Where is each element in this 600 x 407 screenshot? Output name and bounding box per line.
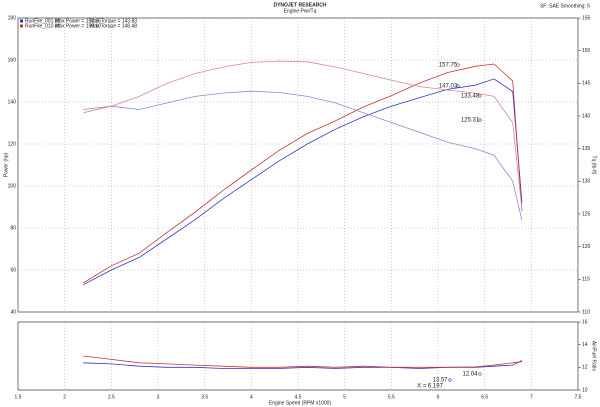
x-axis-label: Engine Speed (RPM x1000): [269, 400, 332, 406]
x-tick-label: 6.5: [481, 394, 488, 400]
annotation-dot: [456, 63, 460, 67]
y2-tick-label: 140: [582, 113, 591, 119]
series-line: [83, 355, 523, 368]
y-tick-label: 60: [10, 267, 16, 273]
subtitle: Engine Pwr/Tq: [284, 8, 317, 14]
annotation: X = 6.197: [417, 384, 444, 390]
x-tick-label: 3: [157, 394, 160, 400]
series-line: [83, 90, 523, 221]
title: DYNOJET RESEARCH: [273, 2, 326, 8]
annotation: 12.04: [462, 372, 478, 378]
legend-power: Max Power = 158.10: [55, 23, 101, 29]
x-tick-label: 5.5: [388, 394, 395, 400]
annotation: 157.75: [439, 63, 458, 69]
y-tick-label: 120: [8, 141, 17, 147]
x-tick-label: 4: [250, 394, 253, 400]
annotation: 125.31: [461, 118, 480, 124]
y2-tick-label: 145: [582, 81, 591, 87]
y-tick-label: 16: [582, 319, 588, 325]
y2-tick-label: 130: [582, 179, 591, 185]
annotation-dot: [478, 372, 482, 376]
y2-tick-label: 120: [582, 244, 591, 250]
y2-axis-label: Tq (lb-ft): [591, 156, 597, 175]
x-tick-label: 5: [343, 394, 346, 400]
annotation: 147.03: [439, 84, 458, 90]
legend-torque: Max Torque = 148.48: [90, 23, 137, 29]
annotation-dot: [456, 84, 460, 88]
y-axis-label: Air/Fuel Ratio: [591, 341, 597, 372]
series-line: [83, 360, 523, 369]
y-tick-label: 10: [582, 387, 588, 393]
y-tick-label: 12: [582, 365, 588, 371]
x-tick-label: 2: [63, 394, 66, 400]
y2-tick-label: 135: [582, 146, 591, 152]
series-line: [83, 63, 523, 284]
annotation-dot: [448, 378, 452, 382]
y-tick-label: 180: [8, 15, 17, 21]
series-line: [83, 60, 523, 211]
legend-name: RunFile_010.drf: [25, 23, 61, 29]
x-tick-label: 6: [437, 394, 440, 400]
legend-swatch: [20, 19, 23, 23]
y-axis-label: Power (hp): [3, 152, 9, 177]
y-tick-label: 14: [582, 342, 588, 348]
legend-swatch: [20, 24, 23, 28]
annotation: 133.48: [461, 94, 480, 100]
y-tick-label: 160: [8, 57, 17, 63]
y-tick-label: 140: [8, 99, 17, 105]
y2-tick-label: 150: [582, 48, 591, 54]
y2-tick-label: 125: [582, 211, 591, 217]
annotation: 13.57: [432, 378, 448, 384]
y-tick-label: 80: [10, 225, 16, 231]
annotation-dot: [478, 118, 482, 122]
settings: SF: SAE Smoothing: 5: [540, 3, 590, 9]
y2-tick-label: 115: [582, 277, 590, 283]
series-line: [83, 78, 523, 286]
x-tick-label: 7.5: [575, 394, 582, 400]
x-tick-label: 1.5: [15, 394, 22, 400]
y-tick-label: 100: [8, 183, 17, 189]
x-tick-label: 2.5: [108, 394, 115, 400]
x-tick-label: 7: [530, 394, 533, 400]
y2-tick-label: 110: [582, 309, 590, 315]
legend-power: Max Power = 151.65: [55, 18, 101, 24]
y2-tick-label: 155: [582, 15, 591, 21]
y-tick-label: 40: [10, 309, 16, 315]
legend-name: RunFile_001.drf: [25, 18, 61, 24]
annotation-dot: [478, 94, 482, 98]
x-tick-label: 3.5: [201, 394, 208, 400]
legend-torque: Max Torque = 143.83: [90, 18, 137, 24]
x-tick-label: 4.5: [295, 394, 302, 400]
